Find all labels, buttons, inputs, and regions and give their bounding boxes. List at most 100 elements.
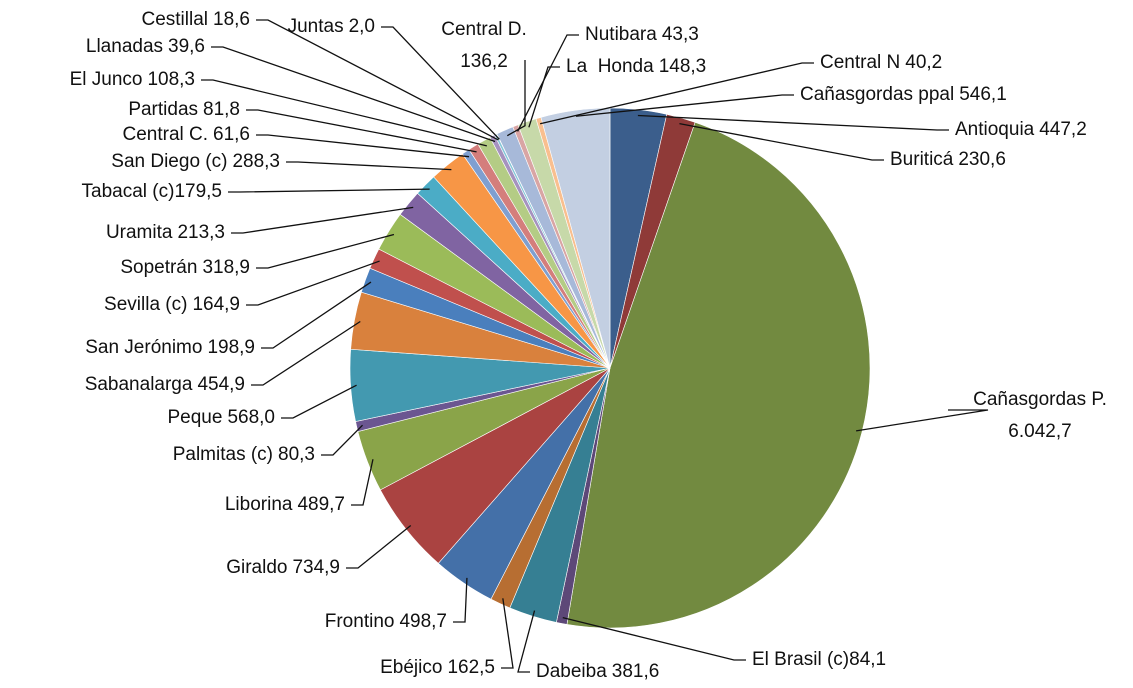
- data-label: Juntas 2,0: [288, 16, 375, 37]
- category-name: Sabanalarga: [85, 374, 193, 395]
- category-name: Sevilla (c): [104, 294, 187, 315]
- data-label: Uramita 213,3: [106, 222, 225, 243]
- slices: [349, 107, 871, 629]
- value-label: 230,6: [958, 149, 1006, 170]
- value-label: 568,0: [227, 407, 275, 428]
- value-label: 148,3: [659, 56, 707, 77]
- data-label: Dabeiba 381,6: [536, 661, 659, 682]
- value-label: 81,8: [203, 99, 240, 120]
- data-label: Palmitas (c) 80,3: [173, 444, 315, 465]
- data-label: Frontino 498,7: [325, 611, 447, 632]
- category-name: Peque: [168, 407, 223, 428]
- category-name: Frontino: [325, 611, 395, 632]
- value-label: 162,5: [447, 657, 495, 678]
- value-label: 454,9: [197, 374, 245, 395]
- value-label: 40,2: [905, 52, 942, 73]
- category-name: Nutibara: [585, 24, 657, 45]
- leader-line: [246, 109, 477, 153]
- data-label: El Brasil (c)84,1: [752, 649, 886, 670]
- value-label: 43,3: [662, 24, 699, 45]
- data-label: San Jerónimo 198,9: [85, 337, 255, 358]
- category-name: Central D.: [441, 19, 527, 40]
- leader-line: [517, 610, 536, 673]
- pie-slice: [566, 121, 871, 629]
- category-name: La Honda: [566, 56, 654, 77]
- value-label: 39,6: [168, 36, 205, 57]
- value-label: 213,3: [177, 222, 225, 243]
- value-label: 198,9: [207, 337, 255, 358]
- value-label: 381,6: [612, 661, 660, 682]
- category-name: Cestillal: [141, 9, 208, 30]
- leader-line: [201, 79, 487, 147]
- value-label: 18,6: [213, 9, 250, 30]
- value-label: 108,3: [147, 69, 195, 90]
- category-name: Antioquia: [955, 119, 1035, 140]
- category-name: Llanadas: [86, 36, 163, 57]
- leader-line: [256, 233, 395, 269]
- value-label: 318,9: [202, 257, 250, 278]
- leader-line: [501, 598, 514, 669]
- value-label: 734,9: [292, 557, 340, 578]
- data-label: Sevilla (c) 164,9: [104, 294, 240, 315]
- data-label: Antioquia 447,2: [955, 119, 1087, 140]
- data-label: Partidas 81,8: [128, 99, 240, 120]
- data-label: Cañasgordas ppal 546,1: [800, 84, 1007, 105]
- value-label: 164,9: [192, 294, 240, 315]
- data-label: Ebéjico 162,5: [380, 657, 495, 678]
- data-label: Llanadas 39,6: [86, 36, 205, 57]
- leader-line: [381, 26, 500, 140]
- category-name: San Jerónimo: [85, 337, 202, 358]
- category-name: Dabeiba: [536, 661, 607, 682]
- data-label: Central N 40,2: [820, 52, 942, 73]
- data-label: Sabanalarga 454,9: [85, 374, 245, 395]
- data-label: La Honda 148,3: [566, 56, 706, 77]
- category-name: El Brasil (c): [752, 649, 849, 670]
- leader-line: [528, 66, 560, 128]
- category-name: El Junco: [70, 69, 143, 90]
- value-label: 179,5: [174, 181, 222, 202]
- data-label: Central D. 136,2: [441, 19, 527, 72]
- value-label: 498,7: [399, 611, 447, 632]
- leader-line: [228, 188, 430, 193]
- data-label: Liborina 489,7: [225, 494, 345, 515]
- value-label: 6.042,7: [1008, 421, 1071, 442]
- leader-line: [637, 114, 949, 131]
- data-label: Cañasgordas P. 6.042,7: [973, 389, 1107, 442]
- leader-line: [351, 459, 374, 506]
- data-label: Tabacal (c)179,5: [82, 181, 222, 202]
- leader-line: [346, 525, 412, 569]
- leader-line: [562, 616, 746, 661]
- leader-line: [246, 260, 380, 306]
- category-name: Central C.: [122, 124, 208, 145]
- data-label: Central C. 61,6: [122, 124, 250, 145]
- leader-line: [286, 161, 452, 171]
- leader-line: [211, 46, 496, 143]
- category-name: Juntas: [288, 16, 344, 37]
- category-name: San Diego (c): [111, 151, 227, 172]
- leader-line: [261, 281, 372, 349]
- category-name: Ebéjico: [380, 657, 442, 678]
- data-label: Nutibara 43,3: [585, 24, 699, 45]
- category-name: Giraldo: [226, 557, 287, 578]
- category-name: Cañasgordas P.: [973, 389, 1107, 410]
- value-label: 61,6: [213, 124, 250, 145]
- category-name: Cañasgordas ppal: [800, 84, 954, 105]
- value-label: 136,2: [460, 51, 508, 72]
- leader-line: [251, 320, 361, 386]
- category-name: Partidas: [128, 99, 198, 120]
- leader-line: [517, 34, 579, 132]
- value-label: 546,1: [959, 84, 1007, 105]
- leader-line: [506, 60, 526, 137]
- leader-line: [575, 94, 794, 117]
- data-label: El Junco 108,3: [70, 69, 195, 90]
- leader-line: [856, 409, 989, 432]
- leader-line: [256, 134, 470, 158]
- value-label: 489,7: [297, 494, 345, 515]
- value-label: 2,0: [349, 16, 375, 37]
- category-name: Uramita: [106, 222, 173, 243]
- leader-line: [453, 577, 468, 623]
- leader-line: [679, 123, 884, 161]
- data-label: Cestillal 18,6: [141, 9, 250, 30]
